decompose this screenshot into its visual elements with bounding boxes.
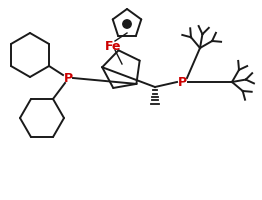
- Text: P: P: [63, 72, 73, 84]
- Circle shape: [123, 20, 131, 28]
- Text: P: P: [177, 75, 187, 88]
- Text: Fe: Fe: [105, 40, 121, 52]
